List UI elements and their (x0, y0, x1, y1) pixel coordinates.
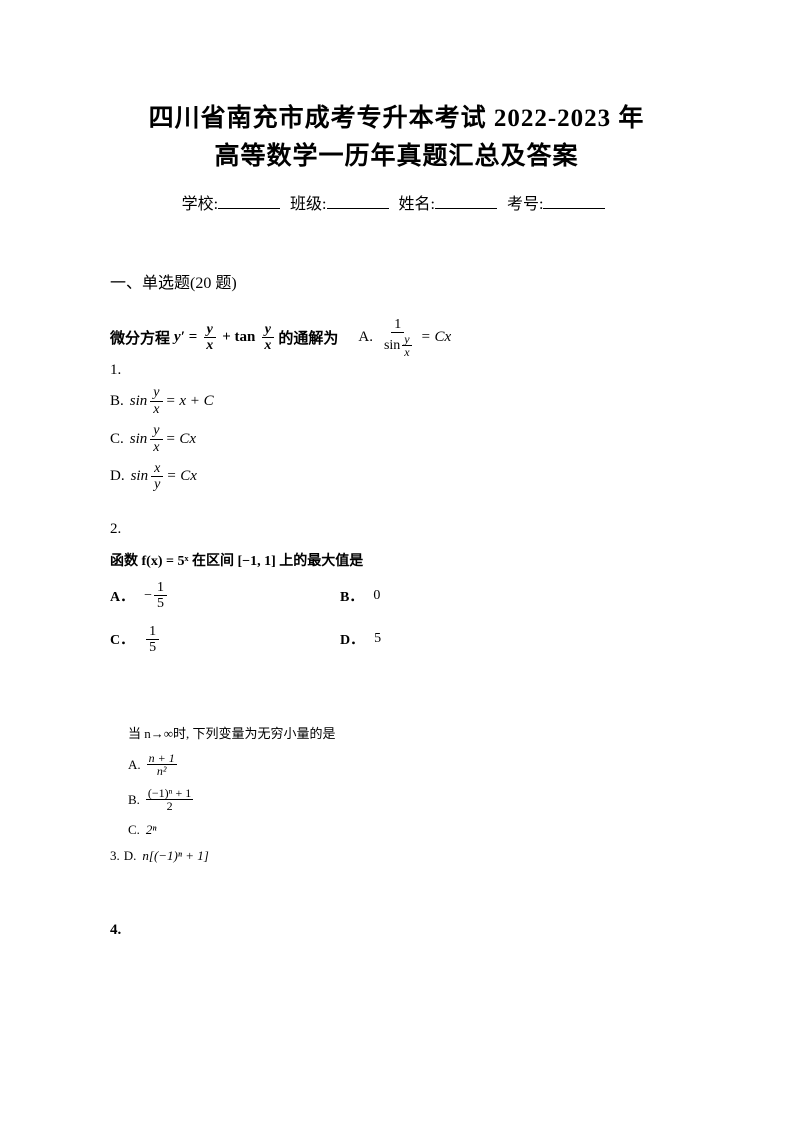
name-label: 姓名: (399, 196, 435, 213)
q3-optA: A. n + 1 n² (128, 752, 683, 777)
number-label: 考号: (507, 196, 543, 213)
q3-optC: C. 2ⁿ (128, 822, 683, 838)
q1-prefix: 微分方程 (110, 327, 170, 348)
q1-yprime: y′ = (174, 329, 197, 346)
q1-suffix: 的通解为 (278, 327, 338, 348)
question-3: 当 n→∞时, 下列变量为无穷小量的是 A. n + 1 n² B. (−1)ⁿ… (110, 723, 683, 864)
class-label: 班级: (290, 196, 326, 213)
name-blank[interactable] (435, 208, 497, 209)
q2-optB: B． 0 (340, 580, 540, 612)
question-1: 微分方程 y′ = y x + tan y x 的通解为 A. 1 sin y (110, 317, 683, 493)
title-line-1: 四川省南充市成考专升本考试 2022-2023 年 (110, 100, 683, 138)
q2-optC: C． 1 5 (110, 624, 340, 656)
q2-number: 2. (110, 521, 121, 537)
q3-optB: B. (−1)ⁿ + 1 2 (128, 787, 683, 812)
q2-optD: D． 5 (340, 624, 540, 656)
section-1-header: 一、单选题(20 题) (110, 269, 683, 293)
document-title: 四川省南充市成考专升本考试 2022-2023 年 高等数学一历年真题汇总及答案 (110, 100, 683, 175)
school-label: 学校: (182, 196, 218, 213)
school-blank[interactable] (218, 208, 280, 209)
q1-number: 1. (110, 362, 121, 379)
q3-number: 3. (110, 848, 120, 864)
question-2: 2. 函数 f(x) = 5ˣ 在区间 [−1, 1] 上的最大值是 A． − … (110, 521, 683, 656)
q1-frac2: y x (261, 322, 274, 354)
q1-plus-tan: + tan (222, 329, 255, 346)
q1-optA-frac: 1 sin y x (381, 317, 415, 358)
class-blank[interactable] (327, 208, 389, 209)
q1-optC-label: C. (110, 431, 124, 448)
number-blank[interactable] (543, 208, 605, 209)
question-4: 4. (110, 922, 683, 939)
q1-optB-label: B. (110, 393, 124, 410)
q1-optA-label: A. (358, 329, 373, 346)
q3-optD: 3. D. n[(−1)ⁿ + 1] (128, 848, 683, 864)
q4-number: 4. (110, 922, 121, 938)
q1-frac1: y x (203, 322, 216, 354)
q3-header: 当 n→∞时, 下列变量为无穷小量的是 (128, 723, 683, 742)
q2-header: 函数 f(x) = 5ˣ 在区间 [−1, 1] 上的最大值是 (110, 550, 683, 570)
student-info-row: 学校: 班级: 姓名: 考号: (110, 190, 683, 214)
q1-optA-eq: = Cx (421, 329, 452, 346)
q2-optA: A． − 1 5 (110, 580, 340, 612)
title-line-2: 高等数学一历年真题汇总及答案 (110, 138, 683, 176)
q1-optD-label: D. (110, 468, 125, 485)
